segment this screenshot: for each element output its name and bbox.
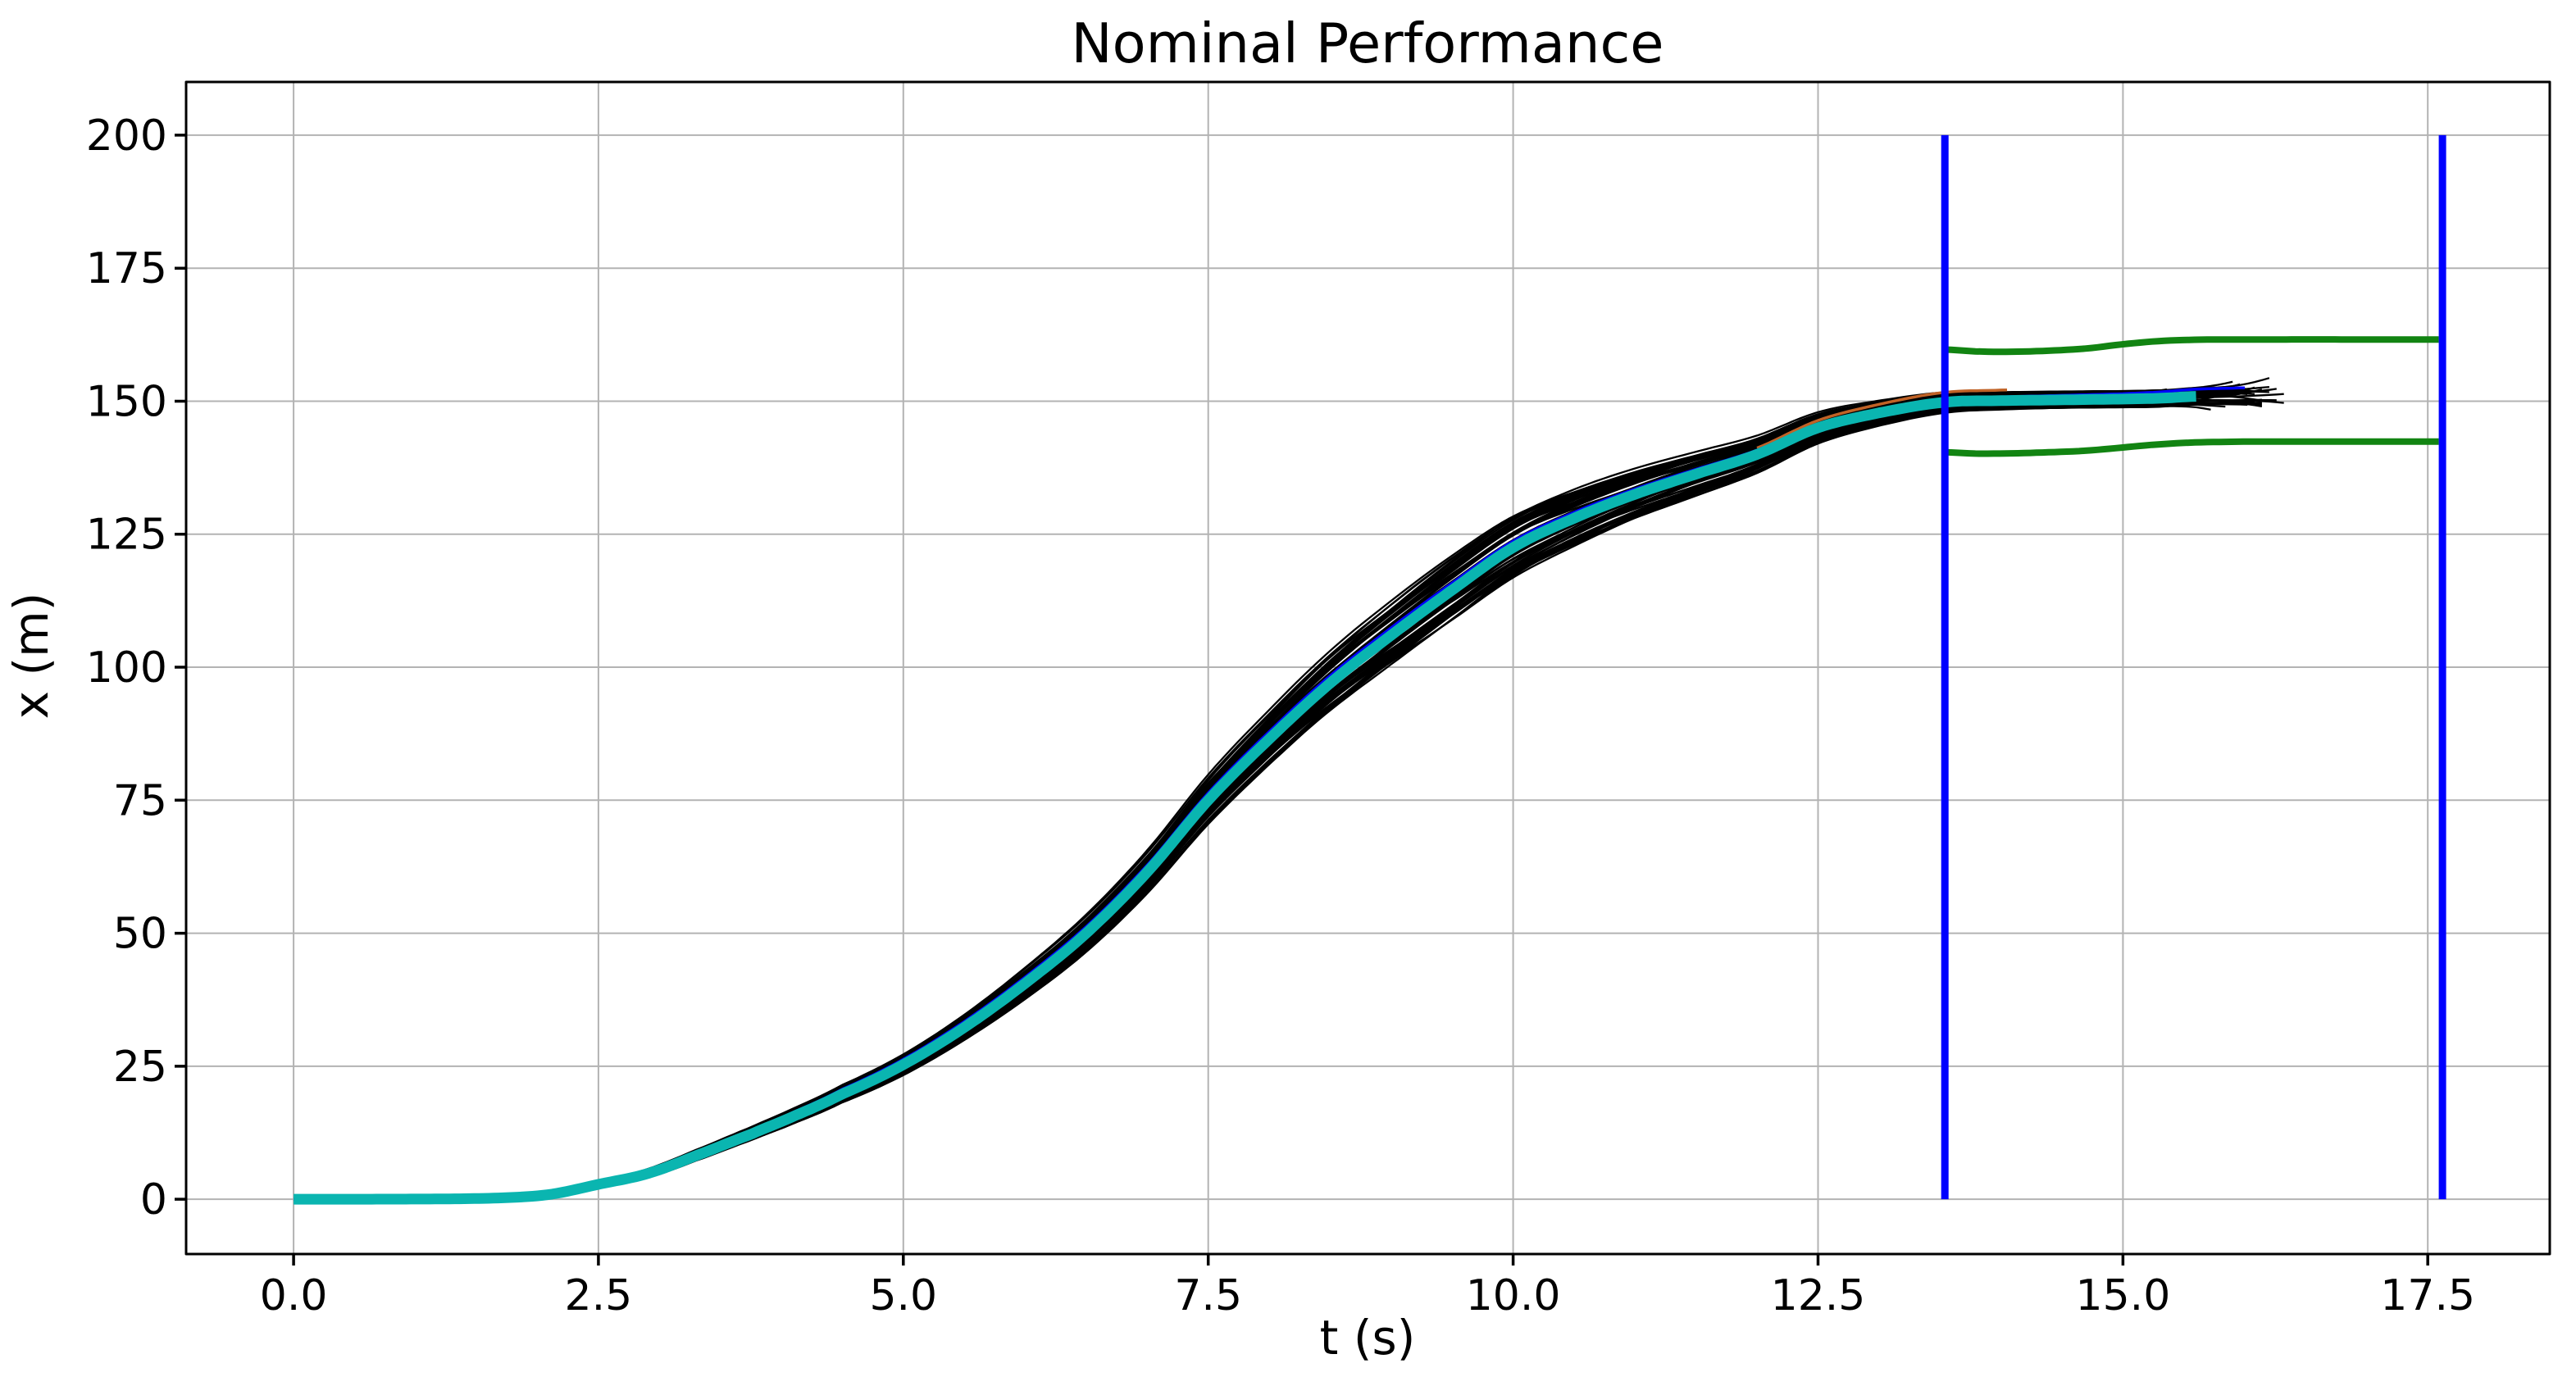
mc-trajectory bbox=[294, 393, 2226, 1201]
mc-trajectory bbox=[294, 402, 2262, 1201]
mc-trajectory bbox=[294, 395, 2204, 1201]
mc-trajectory bbox=[294, 405, 2211, 1201]
x-tick-label: 15.0 bbox=[2076, 1271, 2171, 1320]
mc-trajectory bbox=[294, 402, 2189, 1201]
mc-trajectory bbox=[294, 403, 2226, 1201]
y-tick-label: 125 bbox=[86, 511, 167, 560]
x-tick-label: 17.5 bbox=[2380, 1271, 2475, 1320]
mc-trajectory bbox=[294, 394, 2226, 1201]
tick-marks-path bbox=[175, 134, 2429, 1266]
x-tick-label: 7.5 bbox=[1174, 1271, 1242, 1320]
mc-trajectory bbox=[294, 402, 2262, 1201]
mc-trajectory bbox=[294, 389, 2269, 1201]
mc-trajectory bbox=[294, 393, 2204, 1201]
x-tick-label: 5.0 bbox=[869, 1271, 937, 1320]
x-tick-label: 12.5 bbox=[1771, 1271, 1866, 1320]
blue-trajectory bbox=[294, 386, 2246, 1201]
y-tick-label: 150 bbox=[86, 378, 167, 427]
mc-trajectory bbox=[294, 390, 2248, 1201]
axes-spines bbox=[184, 80, 2551, 1256]
mc-trajectory bbox=[294, 389, 2226, 1201]
orange-trajectory bbox=[1756, 388, 2008, 450]
y-tick-label: 175 bbox=[86, 244, 167, 293]
mc-trajectory bbox=[294, 386, 2255, 1201]
x-tick-label: 2.5 bbox=[565, 1271, 633, 1320]
event-vlines bbox=[1941, 134, 2446, 1200]
nominal-line bbox=[293, 391, 2197, 1205]
upper-bound-line bbox=[1945, 336, 2439, 356]
mc-trajectory bbox=[294, 389, 2226, 1201]
mc-trajectory bbox=[294, 393, 2182, 1201]
chart-title: Nominal Performance bbox=[1072, 11, 1664, 75]
mc-trajectory bbox=[294, 393, 2284, 1201]
mc-trajectory bbox=[294, 388, 2263, 1201]
y-tick-label: 200 bbox=[86, 111, 167, 161]
mc-trajectory bbox=[294, 394, 2263, 1201]
mc-trajectory bbox=[294, 390, 2196, 1200]
mc-trajectory bbox=[294, 377, 2270, 1200]
x-tick-label: 10.0 bbox=[1466, 1271, 1561, 1320]
mc-trajectory bbox=[294, 388, 2204, 1200]
lower-bound-line bbox=[1945, 438, 2439, 457]
y-axis-label: x (m) bbox=[3, 593, 59, 720]
x-axis-label: t (s) bbox=[1320, 1310, 1416, 1366]
mc-trajectory bbox=[294, 390, 2211, 1201]
y-tick-label: 100 bbox=[86, 643, 167, 693]
mc-trajectory bbox=[294, 389, 2262, 1200]
mc-trajectory bbox=[294, 385, 2270, 1201]
tick-marks bbox=[175, 134, 2429, 1266]
mc-trajectory bbox=[294, 391, 2226, 1201]
gridlines bbox=[186, 82, 2550, 1254]
mc-trajectory bbox=[294, 398, 2160, 1201]
y-tick-label: 25 bbox=[113, 1043, 167, 1092]
grid-path bbox=[186, 82, 2550, 1254]
mc-trajectory bbox=[294, 391, 2255, 1201]
mc-trajectory bbox=[294, 388, 2204, 1200]
mc-trajectory bbox=[294, 388, 2277, 1201]
y-tick-label: 75 bbox=[113, 776, 167, 825]
mc-trajectory bbox=[294, 402, 2262, 1201]
x-tick-label: 0.0 bbox=[260, 1271, 328, 1320]
tick-labels: 0.0 2.5 5.0 7.5 10.0 12.5 15.0 17.5 0 25 50 75 100 12… bbox=[86, 111, 2475, 1320]
y-tick-label: 50 bbox=[113, 910, 167, 959]
mc-trajectory bbox=[294, 402, 2248, 1201]
series-lines bbox=[293, 336, 2439, 1205]
spine-box bbox=[184, 80, 2551, 1256]
y-tick-label: 0 bbox=[140, 1175, 167, 1225]
mc-trajectory bbox=[294, 389, 2211, 1200]
mc-trajectory bbox=[294, 388, 2248, 1201]
